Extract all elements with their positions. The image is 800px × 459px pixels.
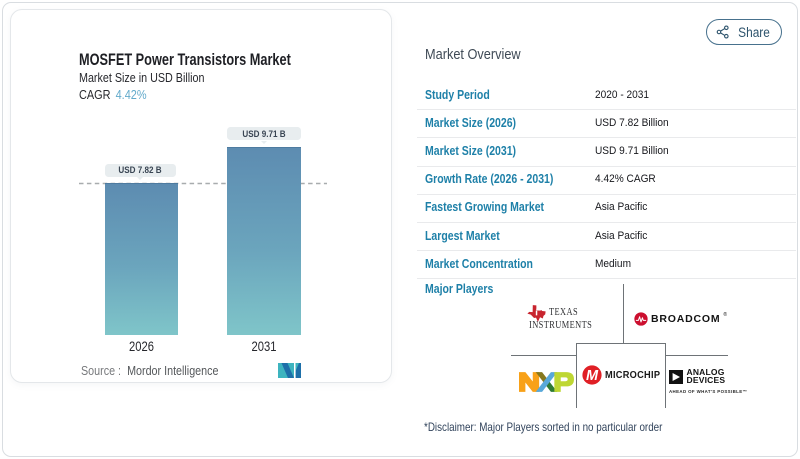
table-row: Market Concentration Medium [417, 251, 796, 280]
bar-2026[interactable] [105, 183, 178, 335]
chart-cagr: CAGR 4.42% [79, 87, 147, 102]
overview-table: Study Period 2020 - 2031 Market Size (202… [417, 82, 796, 280]
row-value: Asia Pacific [595, 201, 648, 214]
chart-subtitle: Market Size in USD Billion [79, 70, 205, 85]
ti-wordmark-line1: TEXAS [548, 307, 578, 318]
bar-value-text: USD 7.82 B [118, 165, 163, 176]
texas-instruments-icon [527, 305, 546, 322]
analog-wordmark-line1: ANALOG [686, 367, 725, 377]
table-row: Fastest Growing Market Asia Pacific [417, 195, 796, 223]
x-axis-label-2026: 2026 [129, 338, 154, 354]
analog-devices-tagline: AHEAD OF WHAT'S POSSIBLE™ [669, 388, 748, 394]
row-label: Market Size (2026) [425, 115, 517, 130]
table-row: Market Size (2026) USD 7.82 Billion [417, 110, 796, 139]
row-value: Asia Pacific [595, 229, 648, 242]
analog-devices-logo: ANALOG DEVICES AHEAD OF WHAT'S POSSIBLE™ [669, 367, 747, 395]
bar-value-label-2026: USD 7.82 B [105, 163, 176, 181]
microchip-logo: M MICROCHIP [582, 365, 668, 385]
broadcom-icon [634, 312, 648, 326]
table-row: Market Size (2031) USD 9.71 Billion [417, 138, 796, 167]
ti-wordmark-line2: INSTRUMENTS [528, 320, 592, 331]
cagr-label: CAGR [79, 87, 111, 102]
overview-title: Market Overview [425, 46, 521, 63]
nxp-logo [519, 372, 574, 392]
analog-devices-wordmark: ANALOG DEVICES [686, 367, 726, 385]
svg-text:M: M [586, 368, 599, 384]
major-players-disclaimer: *Disclaimer: Major Players sorted in no … [424, 420, 663, 434]
broadcom-wordmark: BROADCOM [651, 313, 721, 325]
row-label: Fastest Growing Market [425, 200, 545, 215]
table-row: Study Period 2020 - 2031 [417, 82, 796, 111]
row-value: 2020 - 2031 [595, 88, 650, 101]
share-label: Share [738, 24, 770, 40]
share-button[interactable]: Share [706, 19, 782, 45]
players-divider-vertical [623, 284, 624, 343]
chart-card [10, 9, 392, 383]
analog-devices-icon [669, 369, 683, 384]
bar-value-label-2031: USD 9.71 B [227, 127, 301, 144]
bar-2031[interactable] [227, 147, 301, 335]
row-value: Medium [595, 257, 631, 270]
row-label: Market Concentration [425, 256, 533, 271]
row-label: Largest Market [425, 228, 500, 243]
bar-value-text: USD 9.71 B [242, 128, 286, 139]
source-label: Source : [81, 364, 122, 378]
x-axis-label-2031: 2031 [251, 338, 277, 354]
texas-instruments-logo: TEXAS INSTRUMENTS [527, 305, 602, 333]
players-divider-right [665, 355, 728, 356]
players-divider-left [511, 355, 576, 356]
source-row: Source : Mordor Intelligence [81, 364, 218, 378]
table-row: Growth Rate (2026 - 2031) 4.42% CAGR [417, 167, 796, 195]
row-label: Growth Rate (2026 - 2031) [425, 172, 554, 187]
mordor-intelligence-logo-icon [278, 363, 301, 378]
row-value: 4.42% CAGR [595, 173, 656, 186]
microchip-icon: M [582, 365, 602, 385]
cagr-value: 4.42% [115, 87, 147, 102]
table-row: Largest Market Asia Pacific [417, 223, 796, 252]
row-label: Market Size (2031) [425, 143, 517, 158]
broadcom-reg-mark: ® [723, 312, 728, 318]
row-value: USD 9.71 Billion [595, 144, 669, 157]
row-value: USD 7.82 Billion [595, 116, 669, 129]
major-players-label: Major Players [425, 281, 494, 296]
broadcom-logo: BROADCOM ® [634, 312, 727, 326]
share-nodes-icon [716, 25, 729, 39]
source-name: Mordor Intelligence [127, 364, 219, 378]
microchip-wordmark: MICROCHIP [605, 369, 661, 381]
row-label: Study Period [425, 87, 490, 102]
analog-wordmark-line2: DEVICES [686, 374, 726, 385]
chart-title: MOSFET Power Transistors Market [79, 50, 291, 69]
